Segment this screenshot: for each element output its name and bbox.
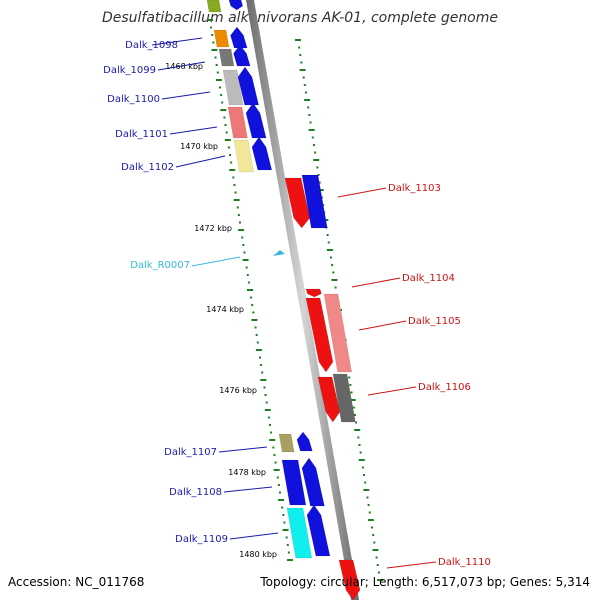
label-leader-line: [223, 486, 273, 493]
gene-label-dalk-1099[interactable]: Dalk_1099: [103, 65, 156, 76]
label-leader-line: [337, 187, 387, 198]
gene-arrow: [305, 288, 322, 298]
gene-label-dalk-1102[interactable]: Dalk_1102: [121, 162, 174, 173]
gene-arrow: [306, 504, 331, 557]
gene-label-dalk-1101[interactable]: Dalk_1101: [115, 129, 168, 140]
gene-label-dalk-1108[interactable]: Dalk_1108: [169, 487, 222, 498]
scale-tick-label: 1480 kbp: [239, 550, 277, 559]
inner-tick-track: [207, 19, 293, 561]
gene-arrow: [230, 26, 248, 49]
gene-block: [206, 0, 222, 13]
scale-tick-label: 1470 kbp: [180, 142, 218, 151]
label-leader-line: [169, 126, 218, 135]
label-leader-line: [175, 155, 226, 168]
scale-tick-label: 1476 kbp: [219, 386, 257, 395]
gene-arrow: [296, 431, 313, 452]
cog-color-block: [218, 48, 235, 67]
label-leader-line: [229, 532, 279, 540]
scale-tick-label: 1478 kbp: [228, 468, 266, 477]
scale-tick-label: 1474 kbp: [206, 305, 244, 314]
genome-summary-text: Topology: circular; Length: 6,517,073 bp…: [260, 575, 590, 589]
gene-label-dalk-1100[interactable]: Dalk_1100: [107, 94, 160, 105]
cog-color-block: [278, 433, 295, 453]
gene-arrow: [317, 376, 341, 423]
cog-color-block: [332, 373, 356, 423]
scale-tick-label: 1468 kbp: [165, 62, 203, 71]
gene-label-dalk-1109[interactable]: Dalk_1109: [175, 534, 228, 545]
label-leader-line: [151, 37, 203, 46]
gene-arrow: [338, 559, 361, 600]
label-leader-line: [386, 561, 437, 569]
gene-arrow: [305, 297, 334, 373]
gene-label-dalk-1104[interactable]: Dalk_1104: [402, 273, 455, 284]
gene-label-dalk-1098[interactable]: Dalk_1098: [125, 40, 178, 51]
cog-color-block: [222, 69, 244, 106]
gene-label-dalk-r0007[interactable]: Dalk_R0007: [130, 260, 190, 271]
gene-label-dalk-1105[interactable]: Dalk_1105: [408, 316, 461, 327]
cog-color-block: [233, 139, 254, 173]
gene-arrow: [233, 44, 251, 67]
gene-label-dalk-1103[interactable]: Dalk_1103: [388, 183, 441, 194]
gene-label-dalk-1107[interactable]: Dalk_1107: [164, 447, 217, 458]
map-title: Desulfatibacillum alkenivorans AK-01, co…: [101, 10, 499, 26]
gene-arrow: [284, 177, 311, 229]
cog-color-block: [301, 174, 328, 229]
gene-label-dalk-1110[interactable]: Dalk_1110: [438, 557, 491, 568]
label-leader-line: [351, 277, 401, 288]
label-leader-line: [191, 256, 241, 267]
label-leader-line: [367, 386, 417, 396]
scale-tick-label: 1472 kbp: [194, 224, 232, 233]
gene-arrow: [251, 136, 273, 171]
genome-backbone: [246, 0, 359, 600]
cog-color-block: [323, 293, 352, 373]
gene-arrow: [301, 457, 325, 507]
label-leader-line: [218, 446, 268, 453]
label-leader-line: [358, 320, 407, 331]
cog-color-block: [213, 29, 230, 48]
label-leader-line: [161, 91, 211, 100]
cog-color-block: [227, 106, 248, 139]
cog-color-block: [281, 459, 307, 506]
rna-marker: [273, 250, 285, 256]
gene-arrow: [228, 0, 244, 11]
gene-label-dalk-1106[interactable]: Dalk_1106: [418, 382, 471, 393]
gene-arrow: [245, 102, 267, 139]
accession-text: Accession: NC_011768: [8, 575, 145, 589]
label-leader-line: [157, 61, 206, 71]
cog-color-block: [286, 507, 313, 559]
